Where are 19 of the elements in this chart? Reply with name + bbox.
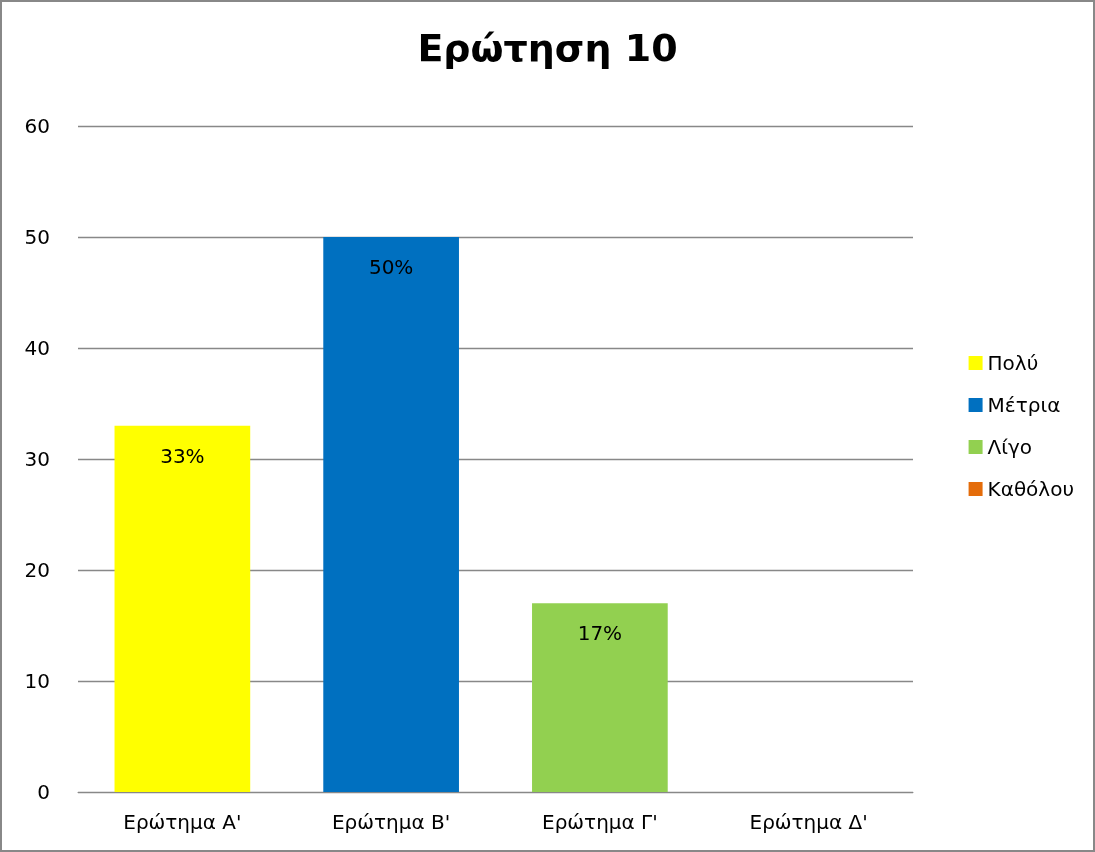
legend-label: Καθόλου — [987, 477, 1075, 501]
data-label: 17% — [577, 621, 623, 646]
y-tick-label: 20 — [24, 558, 50, 582]
legend-label: Λίγο — [987, 435, 1033, 459]
x-tick-label: Ερώτημα Α' — [123, 810, 242, 834]
legend-label: Πολύ — [987, 351, 1039, 375]
y-tick-label: 30 — [24, 447, 50, 471]
x-tick-label: Ερώτημα Δ' — [749, 810, 868, 834]
x-tick-label: Ερώτημα Γ' — [542, 810, 658, 834]
y-tick-label: 60 — [24, 114, 50, 138]
legend-label: Μέτρια — [987, 393, 1061, 417]
y-tick-label: 40 — [24, 336, 50, 360]
x-tick-label: Ερώτημα Β' — [331, 810, 451, 834]
y-tick-label: 10 — [24, 669, 50, 693]
y-tick-label: 50 — [24, 225, 50, 249]
y-tick-label: 0 — [37, 780, 50, 804]
data-label: 33% — [160, 443, 205, 468]
data-label: 50% — [368, 255, 414, 279]
chart-title: Ερώτηση 10 — [417, 26, 678, 70]
